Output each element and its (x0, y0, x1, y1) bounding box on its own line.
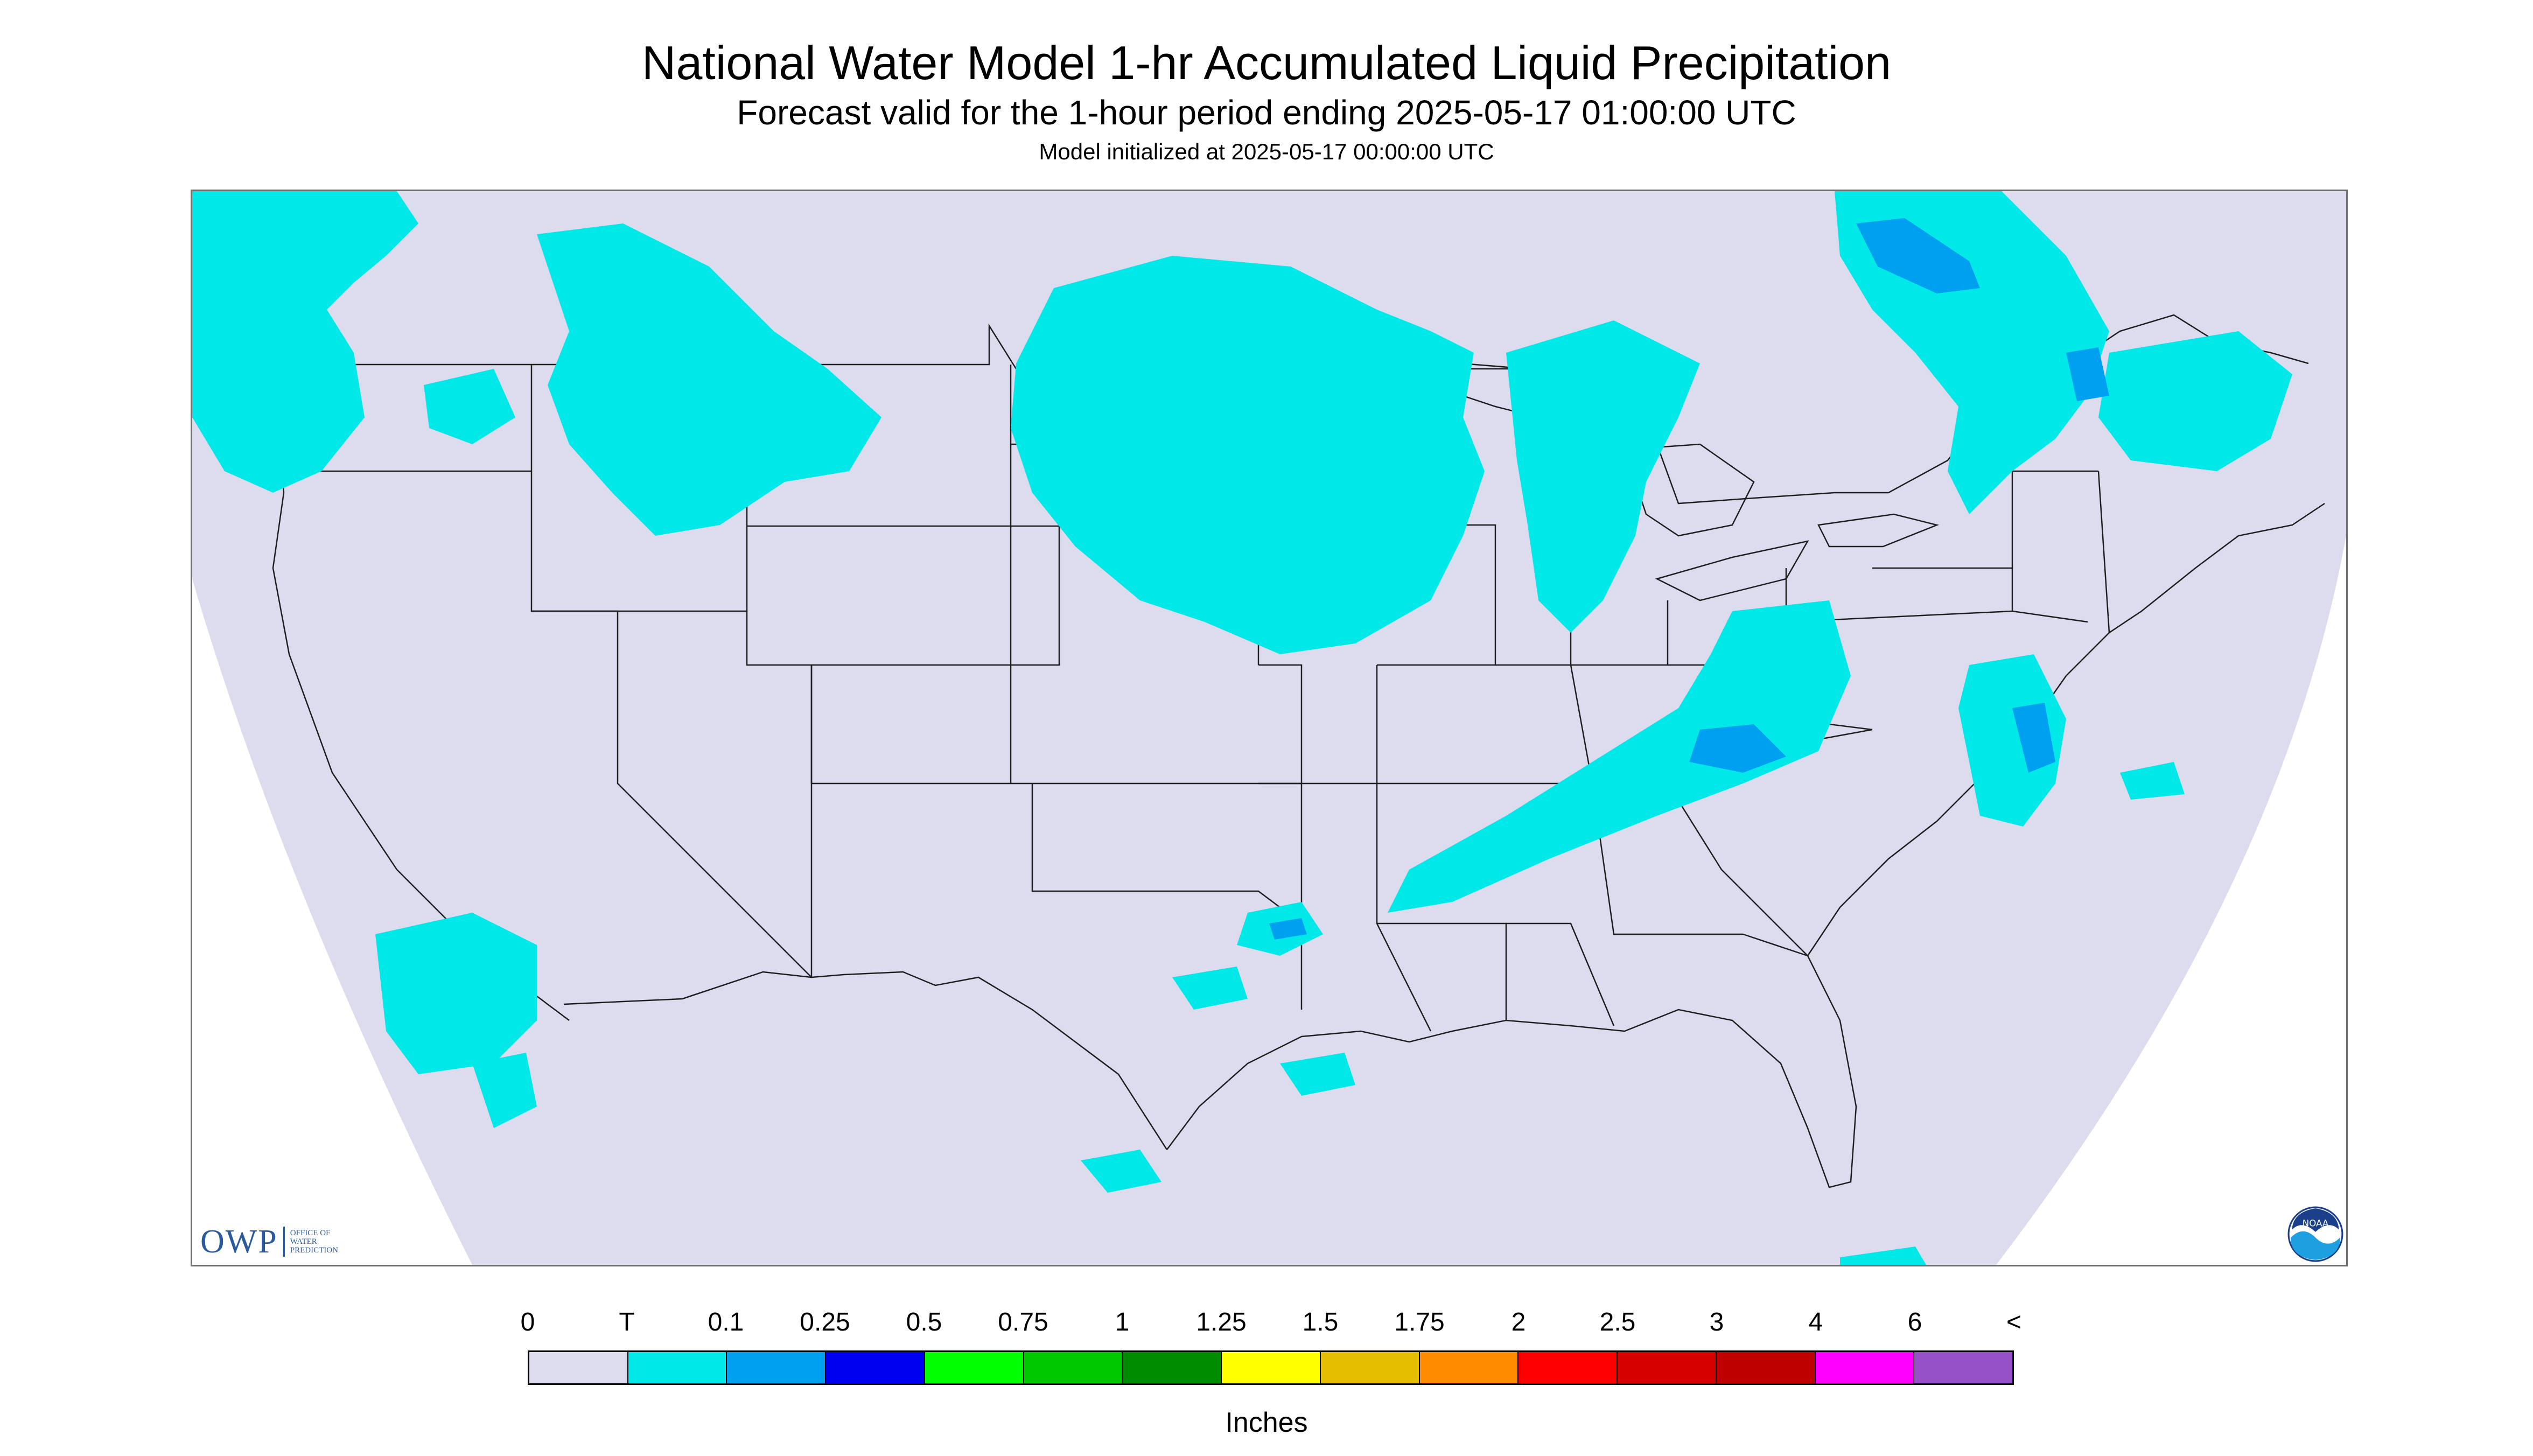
map-canvas (192, 191, 2346, 1265)
legend-tick-label: 1 (1115, 1308, 1130, 1336)
legend-swatch (1815, 1352, 1915, 1383)
legend-tick-label: 0.25 (800, 1308, 850, 1336)
legend-swatch (925, 1352, 1024, 1383)
legend-tick-label: 4 (1808, 1308, 1823, 1336)
legend-tick-label: 2 (1511, 1308, 1526, 1336)
legend-swatch (529, 1352, 628, 1383)
map-subtitle: Forecast valid for the 1-hour period end… (737, 93, 1796, 132)
legend-tick-label: 0.1 (708, 1308, 744, 1336)
legend-swatch (1519, 1352, 1618, 1383)
legend-swatch (1123, 1352, 1222, 1383)
legend-swatch (1024, 1352, 1123, 1383)
legend-swatch (1716, 1352, 1816, 1383)
legend-tick-label: 0.5 (906, 1308, 942, 1336)
model-init-line: Model initialized at 2025-05-17 00:00:00… (1039, 139, 1494, 164)
legend-tick-label: 1.5 (1302, 1308, 1339, 1336)
legend-tick-labels: 0 T 0.1 0.25 0.5 0.75 1 1.25 1.5 1.75 2 2.5 3 4 6 < (521, 1307, 2021, 1340)
legend-swatch (1419, 1352, 1519, 1383)
precipitation-map[interactable] (191, 190, 2348, 1266)
legend-swatch (1914, 1352, 2013, 1383)
legend-tick-label: 1.25 (1196, 1308, 1247, 1336)
legend-tick-label: < (2006, 1308, 2022, 1336)
legend-swatch (826, 1352, 925, 1383)
legend-swatch (727, 1352, 827, 1383)
precipitation-areas (192, 191, 2292, 1265)
noaa-logo-icon: NOAA (2287, 1206, 2343, 1262)
owp-logo: OWP OFFICE OF WATER PREDICTION (200, 1223, 338, 1260)
legend-swatch (1222, 1352, 1321, 1383)
precipitation-color-legend (528, 1350, 2014, 1385)
owp-logo-text: OWP (200, 1223, 278, 1260)
legend-tick-label: T (619, 1308, 635, 1336)
owp-logo-subtext: OFFICE OF WATER PREDICTION (290, 1229, 338, 1255)
legend-tick-label: 1.75 (1394, 1308, 1445, 1336)
legend-tick-label: 0 (520, 1308, 535, 1336)
owp-logo-divider (283, 1227, 285, 1257)
map-title: National Water Model 1-hr Accumulated Li… (641, 36, 1892, 89)
legend-swatch (628, 1352, 727, 1383)
legend-tick-label: 6 (1907, 1308, 1922, 1336)
legend-tick-label: 3 (1709, 1308, 1724, 1336)
legend-tick-label: 0.75 (998, 1308, 1048, 1336)
legend-swatch (1320, 1352, 1420, 1383)
noaa-logo-text: NOAA (2303, 1218, 2329, 1228)
legend-swatch (1618, 1352, 1717, 1383)
legend-unit-label: Inches (1225, 1407, 1308, 1438)
heavier-precipitation-cells (1269, 218, 2109, 940)
legend-tick-label: 2.5 (1599, 1308, 1636, 1336)
